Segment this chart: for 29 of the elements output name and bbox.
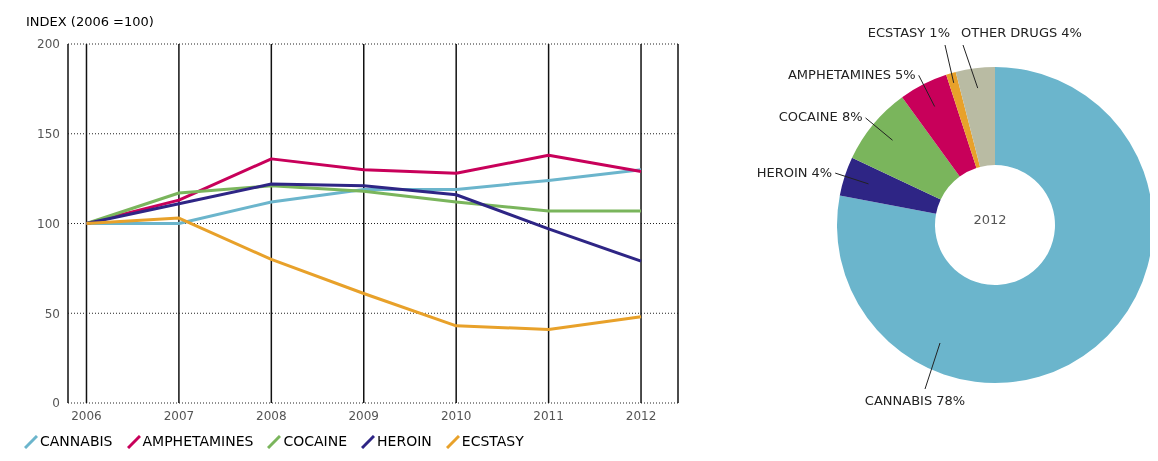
- slice-label: HEROIN 4%: [756, 164, 833, 180]
- y-tick-label: 150: [37, 127, 60, 142]
- y-axis-title: INDEX (2006 =100): [26, 14, 154, 29]
- slice-label: CANNABIS 78%: [864, 392, 966, 408]
- x-tick-label: 2007: [163, 408, 195, 423]
- slice-label: COCAINE 8%: [778, 109, 863, 125]
- x-tick-label: 2011: [533, 408, 564, 423]
- slice-label: ECSTASY 1%: [867, 24, 950, 40]
- x-tick-label: 2008: [256, 408, 287, 423]
- y-tick-label: 200: [37, 37, 60, 52]
- text: 2012: [972, 211, 1008, 229]
- donut-slice: [839, 157, 941, 214]
- y-tick-label: 50: [44, 306, 60, 321]
- donut-slice: [946, 71, 981, 168]
- x-tick-label: 2012: [625, 408, 657, 423]
- legend-label: HEROIN: [377, 433, 432, 449]
- slice-label: OTHER DRUGS 4%: [961, 24, 1082, 40]
- x-tick-label: 2010: [440, 408, 472, 423]
- y-tick-label: 0: [52, 396, 60, 411]
- legend-label: CANNABIS: [40, 433, 113, 449]
- x-tick-label: 2009: [348, 408, 380, 423]
- legend-label: COCAINE: [283, 433, 348, 449]
- x-tick-label: 2006: [71, 408, 102, 423]
- line-series: [84, 216, 643, 331]
- slice-label: AMPHETAMINES 5%: [787, 66, 916, 82]
- donut-slice: [955, 67, 995, 167]
- legend-label: ECSTASY: [461, 433, 524, 449]
- y-tick-label: 100: [37, 216, 60, 231]
- legend-label: AMPHETAMINES: [142, 433, 254, 449]
